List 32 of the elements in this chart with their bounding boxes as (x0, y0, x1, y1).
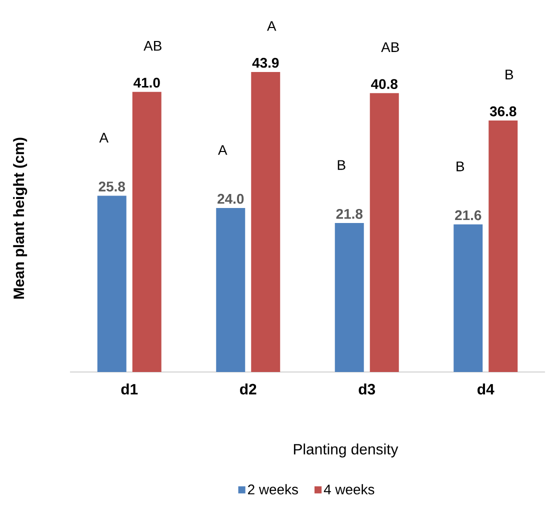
data-label: 36.8 (490, 106, 516, 116)
annotation: B (506, 70, 514, 80)
data-label: 43.9 (252, 58, 279, 68)
data-label: 21.6 (455, 210, 482, 220)
x-tick-label: d3 (358, 384, 376, 395)
data-label: 25.8 (98, 182, 126, 192)
bar (97, 196, 126, 372)
text: AB (381, 42, 399, 52)
annotation: A (218, 145, 228, 155)
bar (370, 93, 399, 372)
data-label: 41.0 (134, 78, 160, 88)
text: AB (144, 41, 162, 51)
y-axis-title: Mean plant height (cm) (13, 138, 28, 299)
bar (132, 92, 162, 372)
annotation: B (338, 160, 346, 170)
x-tick-label: d2 (240, 384, 256, 394)
annotation: B (456, 162, 464, 172)
annotation: A (99, 132, 109, 142)
data-label: 21.8 (336, 208, 363, 219)
x-axis-title: Planting density (294, 444, 398, 458)
bar (488, 120, 518, 372)
x-tick-label: d4 (478, 384, 494, 394)
text: A (267, 21, 276, 31)
bar (216, 208, 246, 372)
bar (454, 224, 483, 372)
legend-label: 4 weeks (324, 484, 374, 494)
legend-label: 2 weeks (248, 484, 298, 494)
x-tick-label: d1 (121, 384, 138, 394)
bar (334, 223, 364, 372)
bar (251, 72, 280, 372)
data-label: 40.8 (371, 79, 398, 89)
data-label: 24.0 (218, 194, 244, 204)
